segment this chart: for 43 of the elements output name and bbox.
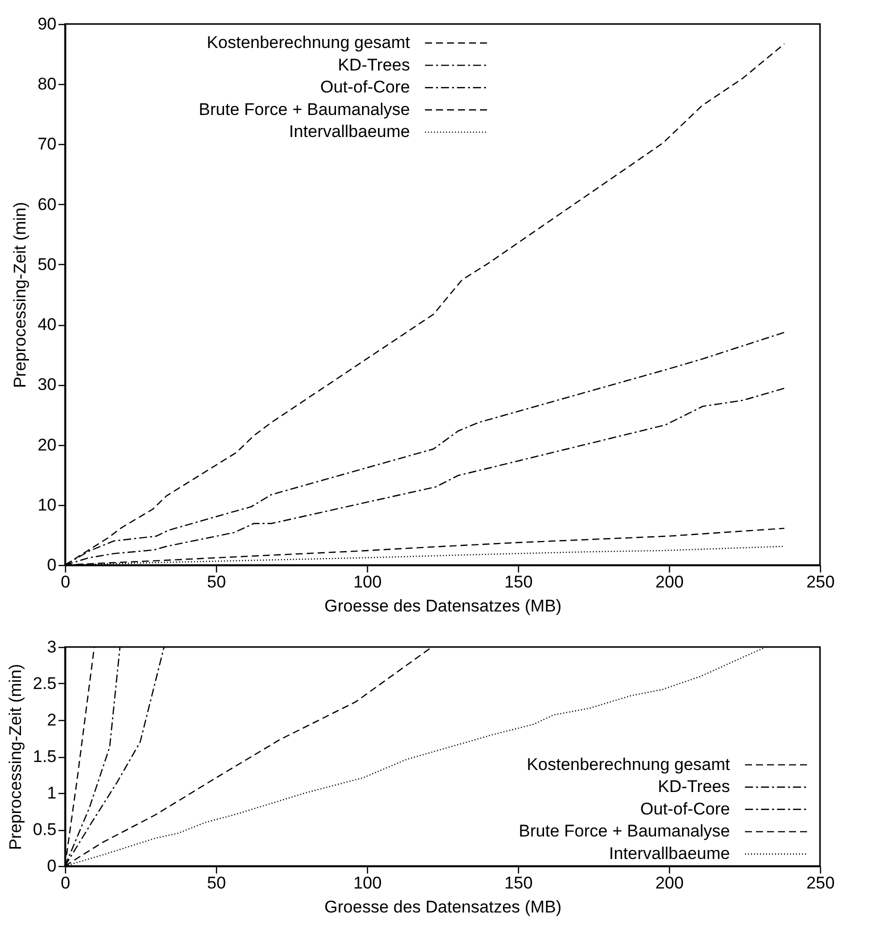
- y-tick-label: 2.5: [32, 674, 56, 693]
- x-tick-label: 150: [504, 874, 533, 892]
- x-axis-title: Groesse des Datensatzes (MB): [324, 898, 562, 916]
- y-tick-label: 0: [47, 856, 56, 876]
- x-tick-label: 200: [655, 874, 684, 892]
- legend-label: Out-of-Core: [640, 799, 730, 818]
- x-tick-label: 200: [655, 572, 684, 592]
- y-tick-label: 80: [38, 74, 56, 94]
- legend-label: KD-Trees: [338, 55, 410, 74]
- y-tick-label: 0.5: [32, 820, 56, 839]
- y-axis-title: Preprocessing-Zeit (min): [6, 664, 25, 850]
- y-tick-label: 50: [38, 254, 56, 274]
- y-tick-label: 60: [38, 194, 56, 214]
- legend-label: Brute Force + Baumanalyse: [198, 100, 410, 119]
- x-tick-label: 0: [60, 874, 70, 892]
- legend-label: Kostenberechnung gesamt: [206, 33, 410, 52]
- legend-label: Out-of-Core: [320, 78, 410, 97]
- y-tick-label: 30: [38, 375, 56, 394]
- y-tick-label: 10: [38, 495, 56, 514]
- legend-label: KD-Trees: [658, 777, 730, 796]
- x-axis-title: Groesse des Datensatzes (MB): [324, 596, 562, 616]
- x-tick-label: 100: [353, 874, 382, 892]
- y-tick-label: 70: [38, 134, 56, 154]
- x-tick-label: 250: [806, 572, 835, 592]
- legend-label: Kostenberechnung gesamt: [526, 754, 730, 774]
- x-tick-label: 250: [806, 874, 835, 892]
- x-tick-label: 150: [504, 572, 533, 592]
- y-tick-label: 3: [47, 638, 56, 656]
- y-tick-label: 1: [47, 784, 56, 802]
- x-tick-label: 100: [353, 572, 382, 592]
- y-tick-label: 20: [38, 435, 56, 454]
- y-tick-label: 90: [38, 14, 56, 34]
- y-axis-title: Preprocessing-Zeit (min): [10, 202, 30, 388]
- x-tick-label: 50: [207, 874, 226, 892]
- x-tick-label: 0: [60, 572, 70, 592]
- y-tick-label: 0: [47, 556, 56, 574]
- legend-label: Intervallbaeume: [289, 122, 410, 142]
- y-tick-label: 40: [38, 315, 56, 334]
- y-tick-label: 2: [47, 710, 56, 730]
- y-tick-label: 1.5: [32, 747, 56, 766]
- legend-label: Intervallbaeume: [609, 844, 730, 863]
- legend-label: Brute Force + Baumanalyse: [518, 822, 730, 841]
- x-tick-label: 50: [207, 572, 226, 592]
